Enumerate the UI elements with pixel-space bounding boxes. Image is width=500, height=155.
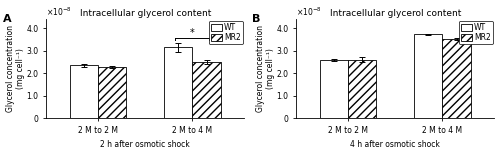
Legend: WT, MR2: WT, MR2 bbox=[458, 21, 493, 44]
Bar bbox=[192, 62, 221, 118]
Y-axis label: Glycerol concentration
(mg cell⁻¹): Glycerol concentration (mg cell⁻¹) bbox=[256, 25, 275, 112]
Text: $\times10^{-8}$: $\times10^{-8}$ bbox=[46, 6, 72, 18]
Bar bbox=[320, 60, 348, 118]
Title: Intracellular glycerol content: Intracellular glycerol content bbox=[330, 9, 461, 18]
Bar bbox=[414, 34, 442, 118]
Text: *: * bbox=[190, 28, 195, 38]
Bar bbox=[348, 60, 376, 118]
X-axis label: 4 h after osmotic shock: 4 h after osmotic shock bbox=[350, 140, 440, 149]
Text: A: A bbox=[2, 14, 11, 24]
Bar bbox=[442, 39, 471, 118]
Bar bbox=[70, 65, 98, 118]
Y-axis label: Glycerol concentration
(mg cell⁻¹): Glycerol concentration (mg cell⁻¹) bbox=[6, 25, 25, 112]
Legend: WT, MR2: WT, MR2 bbox=[208, 21, 243, 44]
Title: Intracellular glycerol content: Intracellular glycerol content bbox=[80, 9, 211, 18]
X-axis label: 2 h after osmotic shock: 2 h after osmotic shock bbox=[100, 140, 190, 149]
Bar bbox=[98, 67, 126, 118]
Text: B: B bbox=[252, 14, 261, 24]
Bar bbox=[164, 47, 192, 118]
Text: $\times10^{-8}$: $\times10^{-8}$ bbox=[296, 6, 322, 18]
